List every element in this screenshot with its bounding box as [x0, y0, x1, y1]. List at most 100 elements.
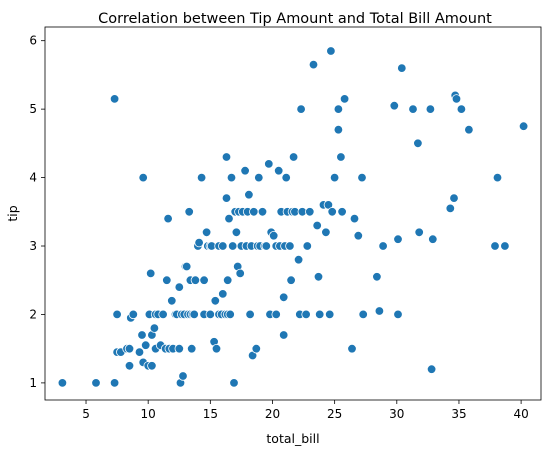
data-point-37 [175, 344, 184, 353]
data-point-125 [302, 310, 311, 319]
data-point-142 [338, 208, 347, 217]
x-tick-label: 25 [327, 407, 342, 421]
data-point-8 [125, 362, 134, 371]
data-point-137 [328, 208, 337, 217]
data-point-55 [200, 276, 209, 285]
data-point-129 [313, 221, 322, 230]
data-point-48 [187, 344, 196, 353]
data-point-90 [245, 190, 254, 199]
data-point-136 [327, 47, 336, 56]
y-tick-label: 4 [29, 171, 37, 185]
data-point-170 [501, 242, 510, 251]
data-point-111 [279, 293, 288, 302]
data-point-117 [287, 276, 296, 285]
data-point-149 [373, 273, 382, 282]
data-point-43 [182, 262, 191, 271]
x-tick-label: 40 [513, 407, 528, 421]
data-point-14 [139, 173, 148, 182]
data-point-144 [348, 344, 357, 353]
data-point-54 [197, 173, 206, 182]
data-point-155 [398, 64, 407, 73]
x-tick-label: 15 [203, 407, 218, 421]
data-point-95 [252, 344, 261, 353]
data-point-10 [129, 310, 138, 319]
data-point-168 [491, 242, 500, 251]
data-point-64 [212, 344, 221, 353]
data-point-13 [138, 331, 147, 340]
data-point-169 [493, 173, 502, 182]
data-point-19 [146, 269, 155, 278]
data-point-40 [179, 372, 188, 381]
data-point-161 [429, 235, 438, 244]
data-point-130 [314, 273, 323, 282]
x-tick-label: 20 [265, 407, 280, 421]
data-point-87 [241, 166, 250, 175]
data-point-166 [457, 105, 466, 114]
y-tick-label: 6 [29, 34, 37, 48]
data-point-94 [250, 208, 259, 217]
data-point-146 [354, 231, 363, 240]
data-point-112 [279, 331, 288, 340]
data-point-97 [254, 173, 263, 182]
data-points [58, 47, 528, 388]
data-point-84 [236, 269, 245, 278]
data-point-4 [113, 310, 122, 319]
x-axis-label: total_bill [266, 431, 319, 446]
data-point-162 [446, 204, 455, 213]
data-point-131 [315, 310, 324, 319]
data-point-157 [414, 139, 423, 148]
y-axis-label: tip [5, 205, 20, 221]
data-point-133 [322, 228, 331, 237]
data-point-148 [359, 310, 368, 319]
x-tick-label: 35 [451, 407, 466, 421]
data-point-74 [223, 276, 232, 285]
data-point-154 [394, 235, 403, 244]
data-point-123 [297, 105, 306, 114]
data-point-81 [232, 228, 241, 237]
data-point-2 [110, 379, 119, 388]
chart-title: Correlation between Tip Amount and Total… [98, 11, 492, 27]
data-point-101 [262, 242, 271, 251]
data-point-22 [150, 324, 159, 333]
data-point-36 [175, 283, 184, 292]
data-point-72 [222, 153, 231, 162]
data-point-127 [306, 208, 315, 217]
data-point-76 [226, 310, 235, 319]
data-point-69 [219, 290, 228, 299]
data-point-163 [450, 194, 459, 203]
data-point-114 [282, 173, 291, 182]
data-point-141 [337, 153, 346, 162]
data-point-171 [519, 122, 528, 131]
data-point-71 [222, 194, 231, 203]
y-tick-label: 5 [29, 102, 37, 116]
data-point-57 [202, 228, 211, 237]
data-point-147 [358, 173, 367, 182]
data-point-128 [309, 60, 318, 69]
data-point-165 [452, 95, 461, 104]
data-point-167 [465, 125, 474, 134]
data-point-91 [246, 310, 255, 319]
data-point-77 [227, 173, 236, 182]
data-point-108 [274, 166, 283, 175]
data-point-32 [168, 297, 177, 306]
data-point-11 [125, 344, 134, 353]
data-point-45 [185, 208, 194, 217]
data-point-156 [409, 105, 418, 114]
data-point-158 [415, 228, 424, 237]
data-point-0 [58, 379, 67, 388]
data-point-135 [325, 310, 334, 319]
data-point-78 [228, 242, 237, 251]
data-point-143 [340, 95, 349, 104]
data-point-116 [286, 242, 295, 251]
data-point-30 [164, 214, 173, 223]
data-point-50 [190, 310, 199, 319]
data-point-53 [195, 238, 204, 247]
data-point-16 [141, 341, 150, 350]
y-tick-label: 1 [29, 376, 37, 390]
data-point-75 [225, 214, 234, 223]
y-axis-ticks: 1 2 3 4 5 6 [29, 34, 45, 390]
x-axis-ticks: 5 10 15 20 25 30 35 40 [82, 400, 529, 421]
y-tick-label: 2 [29, 307, 37, 321]
data-point-63 [211, 297, 220, 306]
